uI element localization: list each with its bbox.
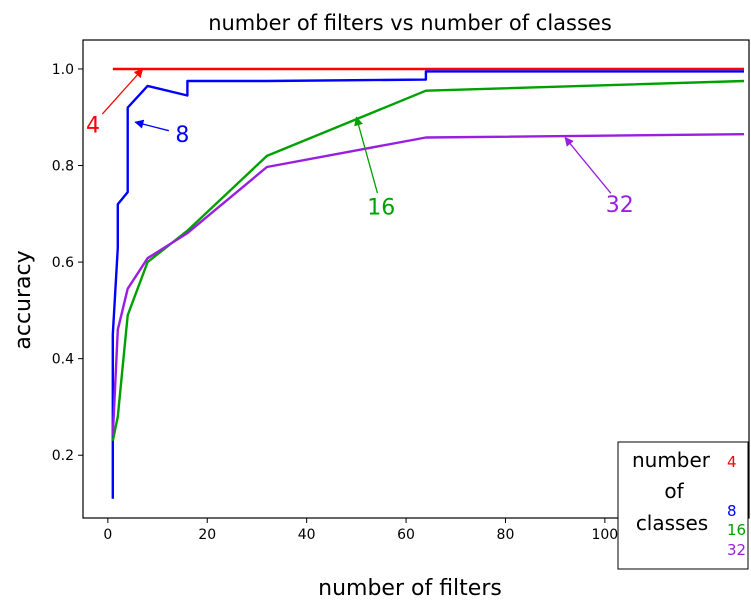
series-line-32 <box>111 133 745 436</box>
y-tick-label: 0.6 <box>52 255 74 271</box>
y-ticks: 0.2 0.4 0.6 0.8 1.0 <box>52 62 83 464</box>
x-axis-label: number of filters <box>318 576 502 601</box>
annotation-arrow-8 <box>134 119 170 132</box>
annotation-label-4: 4 <box>86 113 100 138</box>
axes <box>82 39 750 519</box>
x-tick-label: 20 <box>198 527 216 543</box>
legend-title-line-3: classes <box>636 511 708 535</box>
x-tick-label: 80 <box>497 527 515 543</box>
y-tick-label: 0.2 <box>52 448 74 464</box>
annotations: 4 8 16 32 <box>86 68 634 221</box>
annotation-arrow-16 <box>354 116 379 194</box>
annotation-label-8: 8 <box>175 123 189 148</box>
plot-frame <box>82 39 750 519</box>
annotation-label-16: 16 <box>367 196 395 221</box>
legend-title-line-1: number <box>632 448 711 472</box>
y-tick-label: 1.0 <box>52 62 74 78</box>
legend-entries: 4 816 32 <box>727 453 746 559</box>
series-line-8 <box>111 70 744 499</box>
x-tick-label: 0 <box>103 527 112 543</box>
legend-box <box>617 441 749 570</box>
legend-entry-8: 8 <box>727 502 737 520</box>
y-axis-label: accuracy <box>11 250 36 349</box>
legend-title-line-2: of <box>664 479 684 503</box>
chart-title: number of filters vs number of classes <box>208 11 612 35</box>
x-tick-label: 60 <box>397 527 415 543</box>
y-tick-label: 0.8 <box>52 159 74 175</box>
series-lines <box>111 67 745 499</box>
annotation-arrow-4 <box>101 68 144 115</box>
annotation-arrow-32 <box>564 136 612 194</box>
x-tick-label: 40 <box>298 527 316 543</box>
legend-entry-16: 16 <box>727 521 746 539</box>
legend-entry-4: 4 <box>727 453 737 471</box>
x-tick-label: 100 <box>591 527 618 543</box>
legend-entry-32: 32 <box>727 541 746 559</box>
annotation-label-32: 32 <box>606 193 634 218</box>
y-tick-label: 0.4 <box>52 352 74 368</box>
legend: number of classes 4 816 32 <box>617 441 749 570</box>
